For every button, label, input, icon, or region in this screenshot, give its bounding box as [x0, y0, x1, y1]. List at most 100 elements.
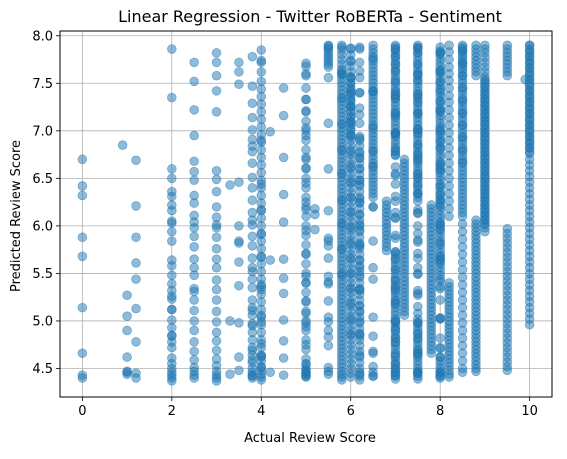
- data-point: [399, 310, 410, 321]
- data-point: [354, 42, 365, 52]
- data-point: [131, 232, 141, 243]
- data-point: [278, 189, 289, 200]
- data-point: [301, 61, 311, 71]
- data-point: [278, 315, 289, 325]
- data-point: [234, 177, 244, 187]
- data-point: [77, 232, 88, 243]
- data-point: [435, 352, 445, 362]
- data-point: [256, 57, 267, 68]
- data-point: [189, 130, 199, 141]
- data-point: [323, 317, 334, 327]
- data-point: [211, 327, 222, 338]
- data-point: [225, 316, 235, 326]
- data-point: [131, 201, 141, 211]
- chart-title: Linear Regression - Twitter RoBERTa - Se…: [118, 7, 502, 26]
- data-point: [234, 280, 244, 291]
- x-tick-label: 8: [436, 404, 444, 419]
- data-point: [301, 83, 311, 93]
- data-point: [435, 343, 445, 354]
- data-point: [256, 362, 267, 373]
- data-point: [323, 62, 334, 72]
- data-point: [278, 254, 289, 264]
- data-point: [426, 348, 437, 359]
- data-point: [189, 217, 199, 227]
- data-point: [368, 202, 378, 212]
- data-point: [390, 363, 401, 374]
- data-point: [278, 336, 289, 346]
- data-point: [265, 255, 276, 265]
- data-point: [234, 236, 244, 246]
- data-point: [336, 243, 347, 254]
- data-point: [189, 254, 199, 264]
- data-point: [211, 317, 222, 327]
- data-point: [247, 320, 258, 331]
- data-point: [131, 274, 141, 284]
- data-point: [413, 348, 423, 359]
- data-point: [256, 179, 267, 189]
- data-point: [345, 299, 356, 309]
- data-point: [413, 318, 423, 328]
- data-point: [390, 150, 401, 161]
- data-point: [435, 295, 445, 305]
- data-point: [345, 222, 356, 233]
- y-tick-label: 4.5: [32, 362, 53, 377]
- data-point: [502, 365, 513, 376]
- data-point: [131, 155, 141, 166]
- data-point: [189, 286, 199, 297]
- y-tick-label: 8.0: [32, 29, 53, 44]
- data-point: [368, 331, 378, 341]
- data-point: [278, 83, 289, 93]
- data-point: [122, 369, 132, 379]
- data-point: [323, 164, 334, 174]
- data-point: [301, 225, 311, 236]
- data-point: [278, 370, 289, 380]
- data-point: [435, 274, 445, 284]
- data-point: [189, 295, 199, 305]
- data-point: [278, 353, 289, 363]
- data-point: [413, 248, 423, 259]
- data-point: [354, 103, 365, 113]
- data-point: [457, 367, 468, 378]
- data-point: [77, 154, 88, 165]
- data-point: [471, 70, 481, 81]
- data-point: [167, 216, 177, 226]
- data-point: [211, 107, 222, 117]
- data-point: [247, 231, 258, 242]
- data-point: [247, 195, 258, 206]
- data-point: [345, 329, 356, 340]
- data-point: [381, 245, 392, 256]
- data-point: [247, 345, 258, 356]
- data-point: [301, 259, 311, 269]
- data-point: [247, 282, 258, 293]
- x-tick-label: 6: [347, 404, 355, 419]
- data-point: [189, 241, 199, 252]
- data-point: [354, 350, 365, 360]
- data-point: [131, 258, 141, 268]
- data-point: [225, 180, 235, 190]
- data-point: [278, 152, 289, 163]
- data-point: [336, 269, 347, 280]
- data-point: [435, 333, 445, 343]
- data-point: [122, 325, 132, 336]
- data-point: [189, 305, 199, 316]
- data-point: [211, 254, 222, 264]
- data-point: [336, 168, 347, 179]
- data-point: [131, 373, 141, 383]
- data-point: [301, 248, 311, 259]
- data-point: [247, 266, 258, 277]
- data-point: [301, 130, 311, 141]
- data-point: [211, 284, 222, 295]
- data-point: [444, 211, 454, 222]
- data-point: [354, 133, 365, 144]
- data-point: [211, 186, 222, 197]
- data-point: [368, 236, 378, 246]
- data-point: [256, 317, 267, 327]
- data-point: [301, 308, 311, 319]
- data-point: [301, 197, 311, 207]
- data-point: [211, 86, 222, 96]
- data-point: [413, 308, 423, 319]
- data-point: [167, 304, 177, 315]
- data-point: [354, 148, 365, 159]
- data-point: [390, 350, 401, 360]
